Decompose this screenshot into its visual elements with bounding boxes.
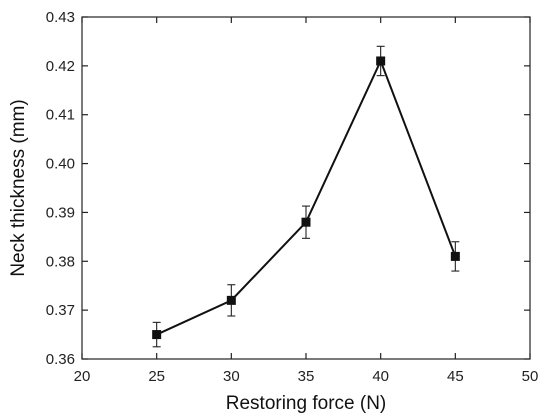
data-point xyxy=(376,56,386,66)
data-point xyxy=(301,217,311,227)
series-line xyxy=(156,58,457,336)
x-tick-label: 40 xyxy=(372,368,389,385)
y-tick-label: 0.37 xyxy=(46,302,75,319)
data-point xyxy=(450,251,460,261)
x-tick-label: 20 xyxy=(74,368,91,385)
x-axis-ticks: 20 25 30 35 40 45 50 xyxy=(74,17,539,385)
x-axis-title: Restoring force (N) xyxy=(226,393,387,414)
y-tick-label: 0.43 xyxy=(46,9,75,26)
x-tick-label: 35 xyxy=(298,368,315,385)
data-point xyxy=(226,295,236,305)
x-tick-label: 30 xyxy=(223,368,240,385)
plot-border xyxy=(81,16,531,360)
y-axis-ticks: 0.36 0.37 0.38 0.39 0.40 0.41 0.42 0.43 xyxy=(46,9,530,368)
data-points xyxy=(152,56,460,340)
y-tick-label: 0.38 xyxy=(46,253,75,270)
y-tick-label: 0.40 xyxy=(46,156,75,173)
y-tick-label: 0.42 xyxy=(46,58,75,75)
series-lines xyxy=(156,58,457,336)
y-axis-title: Neck thickness (mm) xyxy=(8,99,29,276)
y-tick-label: 0.41 xyxy=(46,107,75,124)
y-tick-label: 0.36 xyxy=(46,351,75,368)
x-tick-label: 45 xyxy=(447,368,464,385)
plot-frame xyxy=(81,16,531,360)
error-bars xyxy=(152,45,460,348)
y-tick-label: 0.39 xyxy=(46,204,75,221)
x-tick-label: 50 xyxy=(522,368,539,385)
x-tick-label: 25 xyxy=(148,368,165,385)
data-point xyxy=(152,330,162,340)
